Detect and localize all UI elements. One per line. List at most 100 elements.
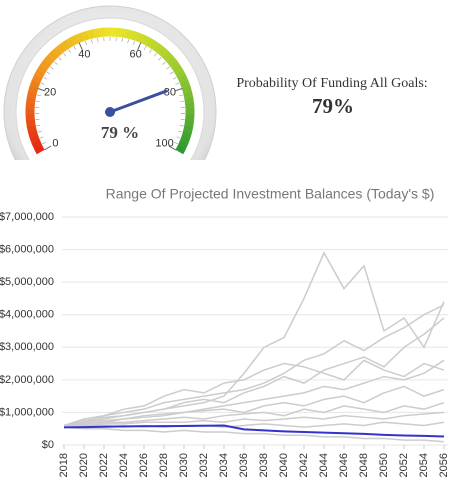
gauge-band — [43, 55, 55, 66]
gauge-band — [177, 74, 189, 84]
gauge-minor-tick — [176, 136, 181, 139]
gauge-band — [70, 34, 80, 46]
gauge-band — [65, 37, 75, 48]
gauge-minor-tick — [73, 46, 77, 50]
x-tick-label: 2056 — [438, 453, 450, 477]
gauge-minor-tick — [85, 41, 87, 46]
gauge-band — [158, 47, 169, 58]
gauge-band — [115, 27, 123, 38]
gauge-minor-tick — [46, 71, 51, 75]
y-tick-label: $2,000,000 — [0, 374, 54, 386]
gauge-minor-tick — [143, 46, 147, 50]
gauge-band — [25, 119, 36, 127]
gauge-minor-tick — [162, 61, 166, 65]
series-line — [63, 401, 445, 427]
gauge-minor-tick — [179, 94, 184, 97]
gauge-band — [31, 140, 43, 150]
gauge-band — [140, 34, 150, 46]
x-tick-label: 2028 — [158, 453, 170, 477]
x-tick-label: 2044 — [318, 453, 330, 477]
x-tick-label: 2020 — [78, 453, 90, 477]
gauge-band — [29, 80, 41, 89]
gauge-band — [36, 64, 48, 75]
x-tick-label: 2052 — [398, 453, 410, 477]
gauge-band — [181, 130, 192, 139]
gauge-minor-tick — [166, 66, 170, 70]
series-line — [63, 385, 445, 427]
gauge-band — [145, 37, 156, 49]
gauge-minor-tick — [158, 57, 162, 61]
series-line — [63, 304, 445, 427]
gauge-minor-tick — [42, 141, 46, 145]
x-tick-label: 2040 — [278, 453, 290, 477]
gauge-needle — [108, 89, 168, 114]
gauge-band — [162, 51, 173, 62]
gauge-band — [92, 28, 100, 39]
x-tick-label: 2036 — [238, 453, 250, 477]
gauge-band — [60, 40, 71, 51]
gauge-band — [179, 80, 191, 89]
gauge-band — [51, 47, 62, 58]
x-tick-label: 2048 — [358, 453, 370, 477]
gauge-tick — [137, 42, 142, 51]
gauge-band — [177, 140, 189, 150]
x-tick-label: 2024 — [118, 453, 130, 477]
x-tick-label: 2032 — [198, 453, 210, 477]
gauge-band — [183, 91, 194, 100]
gauge-band — [149, 40, 160, 52]
gauge-band — [26, 124, 37, 133]
gauge-minor-tick — [91, 39, 93, 44]
x-tick-label: 2046 — [338, 453, 350, 477]
y-tick-label: $4,000,000 — [0, 309, 54, 321]
x-tick-label: 2022 — [98, 453, 110, 477]
gauge-band — [39, 59, 51, 70]
gauge-band — [98, 27, 106, 38]
gauge-minor-tick — [43, 76, 48, 80]
y-tick-label: $1,000,000 — [0, 406, 54, 418]
gauge-minor-tick — [180, 100, 185, 102]
gauge-band — [166, 55, 177, 66]
x-tick-label: 2018 — [58, 453, 70, 477]
gauge-minor-tick — [68, 49, 71, 54]
gauge-minor-tick — [37, 130, 42, 133]
gauge-minor-tick — [58, 57, 62, 61]
gauge-tick — [78, 42, 83, 51]
gauge-band — [125, 29, 134, 40]
series-line — [63, 251, 445, 427]
gauge-band — [55, 43, 66, 55]
x-tick-label: 2038 — [258, 453, 270, 477]
gauge-minor-tick — [153, 53, 157, 57]
y-tick-label: $3,000,000 — [0, 341, 54, 353]
gauge-minor-tick — [63, 53, 67, 57]
summary-label: Probability Of Funding All Goals: — [236, 76, 427, 91]
summary-value: 79% — [312, 94, 354, 118]
gauge-minor-tick — [36, 94, 41, 97]
y-tick-label: $5,000,000 — [0, 276, 54, 288]
y-tick-label: $7,000,000 — [0, 211, 54, 223]
gauge-band — [169, 59, 181, 71]
gauge-minor-tick — [178, 130, 183, 133]
gauge-minor-tick — [174, 141, 178, 145]
gauge-minor-tick — [169, 71, 174, 75]
gauge-minor-tick — [36, 125, 41, 127]
gauge-minor-tick — [54, 61, 58, 65]
gauge-tick — [168, 145, 177, 151]
gauge-band — [29, 135, 41, 144]
gauge-band — [33, 144, 45, 155]
gauge-band — [86, 29, 95, 40]
gauge-band — [183, 125, 194, 133]
gauge-band — [184, 119, 195, 127]
gauge-band — [135, 32, 145, 44]
x-tick-label: 2030 — [178, 453, 190, 477]
gauge-minor-tick — [39, 136, 44, 139]
gauge-band — [34, 69, 45, 79]
gauge-minor-tick — [40, 82, 45, 85]
gauge-tick — [174, 88, 183, 92]
gauge-band — [184, 97, 195, 105]
x-tick-label: 2042 — [298, 453, 310, 477]
series-line — [63, 426, 445, 443]
gauge-tick-label: 40 — [78, 48, 90, 60]
x-tick-label: 2054 — [418, 453, 430, 477]
